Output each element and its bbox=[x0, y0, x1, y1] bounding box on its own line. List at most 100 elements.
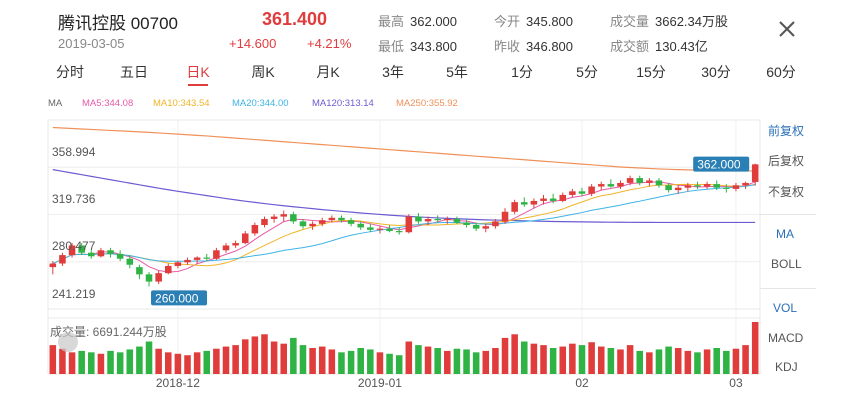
ma20-line bbox=[52, 184, 756, 264]
volume-bar bbox=[88, 352, 95, 374]
candle-body bbox=[97, 250, 105, 257]
candle-body bbox=[501, 211, 509, 222]
volume-bar bbox=[68, 352, 76, 374]
tab-daily-k[interactable]: 日K bbox=[186, 64, 210, 80]
period-tabs: 分时 五日 日K 周K 月K 3年 5年 1分 5分 15分 30分 60分 bbox=[0, 60, 848, 86]
volume-bar bbox=[540, 345, 547, 374]
chart-overlay-dot[interactable] bbox=[58, 332, 78, 352]
candle-body bbox=[318, 220, 326, 224]
volume-bar bbox=[597, 346, 605, 374]
volume-bar bbox=[270, 341, 278, 374]
side-separator bbox=[760, 288, 816, 289]
volume-bar bbox=[280, 343, 288, 374]
volume-bar bbox=[357, 348, 364, 374]
side-fq-forward[interactable]: 前复权 bbox=[768, 124, 805, 138]
candle-body bbox=[376, 228, 384, 230]
volume-bar bbox=[136, 346, 143, 374]
candle-body bbox=[347, 220, 355, 224]
side-indicator-boll[interactable]: BOLL bbox=[771, 257, 802, 271]
volume-bar bbox=[164, 352, 172, 374]
tab-5-year[interactable]: 5年 bbox=[446, 64, 468, 80]
y-tick-label: 241.219 bbox=[52, 287, 96, 301]
volume-bar bbox=[482, 350, 490, 374]
candle-body bbox=[107, 250, 114, 254]
candle-body bbox=[617, 182, 624, 187]
volume-bar bbox=[617, 349, 624, 374]
stat-open: 今开 345.800 bbox=[494, 14, 574, 29]
side-indicator-macd[interactable]: MACD bbox=[768, 331, 804, 345]
candle-body bbox=[723, 187, 730, 189]
tab-1-min[interactable]: 1分 bbox=[511, 64, 533, 80]
stat-low: 最低 343.800 bbox=[378, 39, 458, 54]
candle-body bbox=[482, 226, 490, 229]
candle-body bbox=[116, 253, 124, 259]
volume-bar bbox=[549, 348, 557, 374]
stock-name: 腾讯控股 00700 bbox=[58, 14, 178, 33]
candle-body bbox=[193, 257, 201, 260]
candle-body bbox=[732, 185, 740, 189]
side-fq-none[interactable]: 不复权 bbox=[768, 185, 805, 199]
volume-bar bbox=[241, 339, 249, 374]
candle-body bbox=[713, 184, 720, 188]
tab-weekly-k[interactable]: 周K bbox=[251, 64, 275, 80]
tab-15-min[interactable]: 15分 bbox=[636, 64, 666, 80]
volume-bar bbox=[49, 345, 57, 374]
volume-bar bbox=[78, 350, 85, 374]
candle-body bbox=[415, 216, 422, 222]
tab-monthly-k[interactable]: 月K bbox=[316, 64, 340, 80]
tab-60-min[interactable]: 60分 bbox=[766, 64, 796, 80]
volume-bar bbox=[569, 343, 576, 374]
candle-body bbox=[309, 223, 316, 227]
volume-bar bbox=[347, 350, 355, 374]
volume-bar bbox=[655, 349, 663, 374]
volume-bar bbox=[290, 337, 297, 374]
tab-3-year[interactable]: 3年 bbox=[382, 64, 404, 80]
candle-body bbox=[520, 202, 528, 205]
side-indicator-ma[interactable]: MA bbox=[776, 227, 794, 241]
candle-body bbox=[395, 231, 403, 233]
ma10-line bbox=[52, 183, 756, 267]
candle-body bbox=[569, 191, 576, 195]
tab-five-day[interactable]: 五日 bbox=[120, 64, 148, 80]
volume-bar bbox=[395, 355, 403, 374]
candle-body bbox=[597, 184, 605, 187]
side-indicator-vol[interactable]: VOL bbox=[773, 301, 798, 315]
volume-bar bbox=[261, 334, 268, 374]
volume-bar bbox=[222, 346, 230, 374]
tab-minute[interactable]: 分时 bbox=[56, 64, 84, 80]
volume-bar bbox=[694, 352, 701, 374]
volume-bar bbox=[665, 346, 672, 374]
volume-bar bbox=[588, 342, 595, 374]
x-tick-label: 02 bbox=[575, 376, 589, 390]
candle-body bbox=[203, 257, 211, 259]
price-change-percent: +4.21% bbox=[307, 36, 352, 51]
candle-body bbox=[251, 225, 259, 234]
volume-bar bbox=[723, 350, 730, 374]
ma250-line bbox=[52, 126, 756, 172]
candle-body bbox=[68, 245, 76, 256]
volume-bar bbox=[155, 348, 162, 374]
volume-bar bbox=[751, 322, 759, 374]
candle-body bbox=[357, 223, 364, 228]
candle-body bbox=[511, 202, 518, 212]
volume-bar bbox=[646, 352, 653, 374]
candle-body bbox=[463, 222, 470, 226]
side-fq-backward[interactable]: 后复权 bbox=[768, 154, 805, 168]
ma5-legend: MA5:344.08 bbox=[82, 98, 134, 109]
candle-body bbox=[703, 184, 711, 187]
candle-body bbox=[270, 216, 278, 219]
candle-body bbox=[367, 227, 374, 230]
tab-5-min[interactable]: 5分 bbox=[576, 64, 598, 80]
candle-body bbox=[588, 186, 595, 194]
tab-30-min[interactable]: 30分 bbox=[701, 64, 731, 80]
side-indicator-kdj[interactable]: KDJ bbox=[775, 360, 798, 374]
ma120-line bbox=[52, 169, 756, 224]
candle-body bbox=[59, 255, 66, 264]
close-button[interactable] bbox=[776, 18, 798, 40]
volume-bar bbox=[299, 345, 307, 374]
volume-bar bbox=[742, 345, 749, 374]
volume-bar bbox=[636, 350, 644, 374]
candle-body bbox=[88, 252, 95, 257]
candle-body bbox=[492, 221, 499, 227]
